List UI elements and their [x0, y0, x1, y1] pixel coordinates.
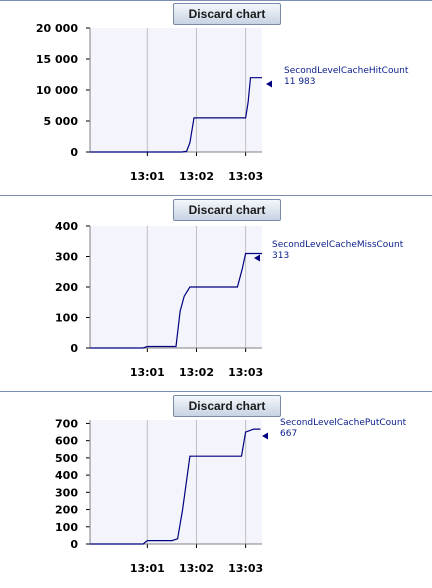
- x-tick-label: 13:03: [228, 170, 263, 183]
- panel-separator: [0, 195, 432, 196]
- legend-current-value: 11 983: [284, 77, 316, 87]
- y-tick-label: 200: [55, 281, 78, 294]
- x-tick-label: 13:01: [130, 562, 165, 575]
- discard-chart-button[interactable]: Discard chart: [173, 199, 281, 221]
- panel-separator: [0, 391, 432, 392]
- y-tick-label: 15 000: [36, 53, 78, 66]
- miss-count-chart: 13:01 13:02 13:03 0 100 200 300 400 SecondLevelC…: [55, 220, 404, 379]
- y-tick-label: 700: [55, 417, 78, 430]
- legend-series-name: SecondLevelCachePutCount: [280, 418, 407, 428]
- discard-chart-button[interactable]: Discard chart: [173, 395, 281, 417]
- x-tick-label: 13:03: [228, 562, 263, 575]
- x-tick-label: 13:02: [179, 170, 214, 183]
- y-tick-label: 100: [55, 312, 78, 325]
- plot-area: [90, 420, 262, 544]
- y-tick-label: 5 000: [44, 115, 79, 128]
- panel-separator: [0, 0, 432, 1]
- y-tick-label: 500: [55, 452, 78, 465]
- series-line: [90, 77, 262, 153]
- plot-area: [90, 28, 262, 152]
- chart-panel-hit-count: Discard chart 13:01 13:02 13:03 0 5 000 10 00…: [0, 0, 432, 196]
- legend-series-name: SecondLevelCacheHitCount: [284, 66, 409, 76]
- x-tick-label: 13:02: [179, 562, 214, 575]
- y-tick-label: 200: [55, 504, 78, 517]
- y-tick-label: 100: [55, 521, 78, 534]
- y-tick-label: 400: [55, 469, 78, 482]
- x-tick-label: 13:02: [179, 366, 214, 379]
- series-line: [90, 252, 262, 349]
- legend-pointer-icon: [262, 432, 268, 440]
- y-tick-label: 20 000: [36, 22, 78, 35]
- y-tick-label: 600: [55, 435, 78, 448]
- chart-panel-miss-count: Discard chart 13:01 13:02 13:03 0 100 200 300 4…: [0, 196, 432, 392]
- x-tick-label: 13:01: [130, 366, 165, 379]
- legend-current-value: 313: [272, 251, 289, 261]
- series-line: [90, 428, 261, 545]
- y-tick-label: 0: [70, 146, 78, 159]
- y-tick-label: 10 000: [36, 84, 78, 97]
- y-tick-label: 300: [55, 486, 78, 499]
- legend-pointer-icon: [266, 80, 272, 88]
- legend-current-value: 667: [280, 429, 297, 439]
- y-tick-label: 0: [70, 538, 78, 551]
- discard-chart-button[interactable]: Discard chart: [173, 3, 281, 25]
- legend-pointer-icon: [254, 254, 260, 262]
- y-tick-label: 0: [70, 342, 78, 355]
- x-tick-label: 13:01: [130, 170, 165, 183]
- put-count-chart: 13:01 13:02 13:03 0 100 200 300 400 500 600 700 Sec…: [55, 417, 407, 575]
- chart-panel-put-count: Discard chart 13:01 13:02 13:03 0 100 200 300 4…: [0, 392, 432, 588]
- x-tick-label: 13:03: [228, 366, 263, 379]
- y-tick-label: 300: [55, 251, 78, 264]
- legend-series-name: SecondLevelCacheMissCount: [272, 240, 404, 250]
- hit-count-chart: 13:01 13:02 13:03 0 5 000 10 000 15 000 20 000 S…: [36, 22, 409, 183]
- y-tick-label: 400: [55, 220, 78, 233]
